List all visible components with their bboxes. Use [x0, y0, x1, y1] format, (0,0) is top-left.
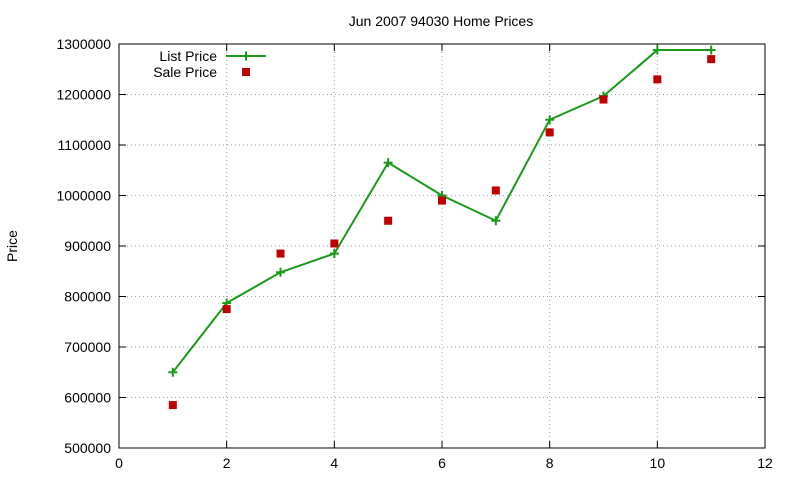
y-tick-label: 500000 — [64, 440, 111, 456]
data-point-list-price — [652, 45, 662, 55]
data-point-list-price — [383, 158, 393, 168]
data-point-sale-price — [168, 401, 177, 410]
y-tick-label: 1200000 — [56, 87, 111, 103]
legend-marker — [242, 68, 250, 76]
y-tick-label: 600000 — [64, 390, 111, 406]
grid-layer — [119, 44, 765, 448]
y-tick-label: 1000000 — [56, 188, 111, 204]
data-point-list-price — [276, 267, 285, 277]
series-sale-price — [168, 55, 716, 410]
x-tick-label: 2 — [223, 455, 231, 471]
x-tick-label: 4 — [330, 455, 338, 471]
data-point-list-price — [491, 216, 501, 226]
y-tick-label: 1100000 — [58, 137, 112, 153]
data-point-sale-price — [438, 196, 446, 205]
data-point-sale-price — [384, 216, 393, 225]
data-point-sale-price — [653, 75, 662, 84]
y-axis-label: Price — [4, 230, 20, 262]
series-list-price — [168, 45, 716, 377]
y-tick-label: 1300000 — [56, 36, 111, 52]
series-layer — [168, 45, 716, 410]
data-point-sale-price — [491, 186, 500, 195]
data-point-list-price — [706, 45, 716, 55]
chart-title: Jun 2007 94030 Home Prices — [349, 13, 533, 29]
legend-label: Sale Price — [153, 64, 217, 80]
series-line-list-price — [172, 49, 712, 373]
data-point-sale-price — [599, 95, 608, 104]
legend-marker — [241, 51, 251, 61]
legend-item-list-price: List Price — [159, 48, 266, 64]
x-tick-label: 12 — [757, 455, 773, 471]
legend-label: List Price — [159, 48, 217, 64]
y-tick-label: 900000 — [64, 238, 111, 254]
data-point-sale-price — [707, 55, 716, 64]
data-point-sale-price — [545, 128, 554, 137]
y-tick-label: 800000 — [64, 289, 111, 305]
x-tick-label: 10 — [650, 455, 666, 471]
data-point-list-price — [545, 115, 555, 125]
data-point-list-price — [168, 367, 178, 377]
data-point-sale-price — [330, 239, 339, 248]
x-tick-label: 8 — [546, 455, 554, 471]
axes-layer: 0 2 4 6 8 10 12 500000 600000 700000 800000 900000 1… — [56, 36, 773, 471]
data-point-sale-price — [222, 305, 231, 314]
data-point-sale-price — [276, 249, 285, 258]
data-point-list-price — [329, 249, 339, 259]
y-tick-label: 700000 — [64, 339, 111, 355]
legend-item-sale-price: Sale Price — [153, 64, 250, 80]
x-tick-label: 0 — [115, 455, 123, 471]
x-tick-label: 6 — [438, 455, 446, 471]
